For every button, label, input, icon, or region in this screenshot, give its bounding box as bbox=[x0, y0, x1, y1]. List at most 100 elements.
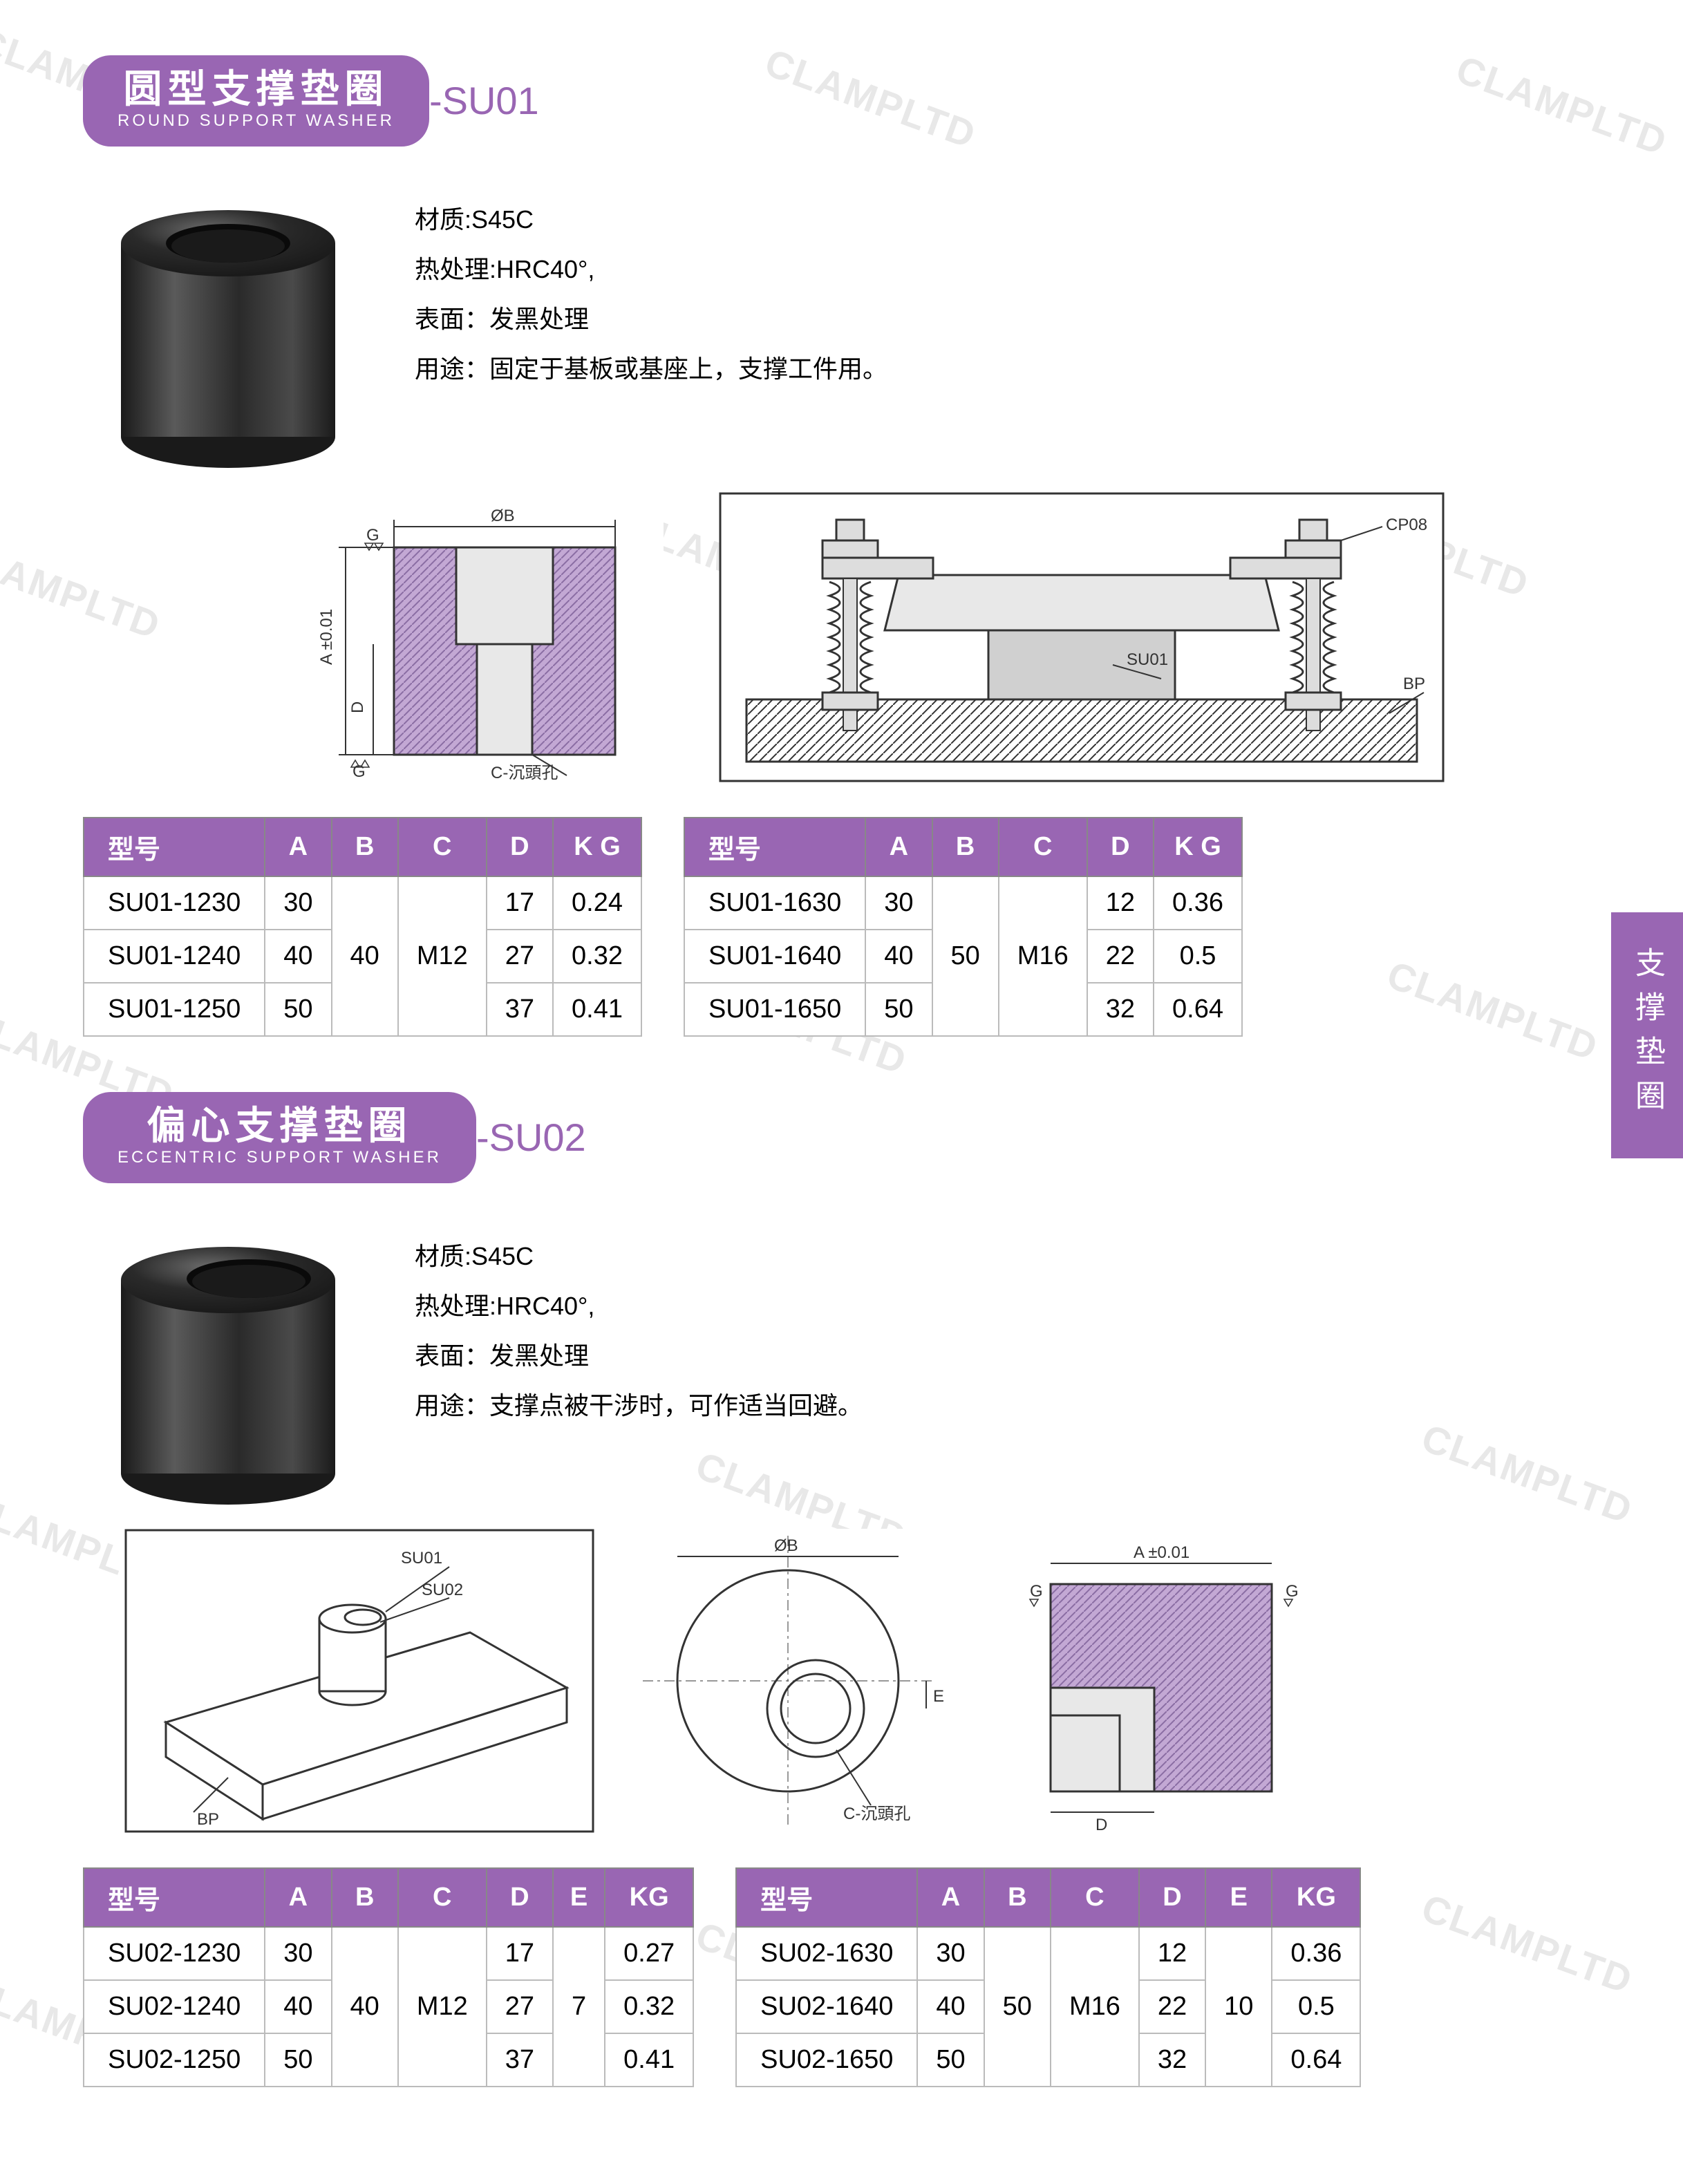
title-cn: 偏心支撑垫圈 bbox=[147, 1104, 412, 1147]
cell: 17 bbox=[487, 876, 553, 930]
col-header: A bbox=[265, 818, 331, 876]
cell: 50 bbox=[265, 983, 331, 1036]
diagram-cross-section: ØB A ±0.01 D G G C-沉頭孔 bbox=[263, 492, 664, 782]
cell: M16 bbox=[1051, 1927, 1139, 2087]
cell: 32 bbox=[1139, 2033, 1205, 2087]
col-header: C bbox=[398, 818, 487, 876]
spec-line: 热处理:HRC40°, bbox=[415, 1281, 863, 1331]
cell: 30 bbox=[865, 876, 932, 930]
cell: SU02-1640 bbox=[736, 1980, 917, 2033]
table-su02-1: 型号 A B C D E KG SU02-1230 30 40 M12 17 7… bbox=[83, 1867, 694, 2087]
title-en: ROUND SUPPORT WASHER bbox=[117, 112, 395, 130]
spec-line: 表面：发黑处理 bbox=[415, 294, 887, 344]
svg-text:BP: BP bbox=[1403, 675, 1425, 693]
cell: 37 bbox=[487, 2033, 553, 2087]
cell: 0.36 bbox=[1154, 876, 1242, 930]
col-header: E bbox=[553, 1868, 605, 1927]
svg-text:G: G bbox=[352, 762, 366, 781]
diagram-assembly: CP08 SU01 BP bbox=[719, 492, 1445, 782]
cell: 0.32 bbox=[553, 930, 641, 983]
spec-line: 用途：固定于基板或基座上，支撑工件用。 bbox=[415, 344, 887, 394]
col-header: D bbox=[1139, 1868, 1205, 1927]
cell: 27 bbox=[487, 1980, 553, 2033]
cell: 50 bbox=[865, 983, 932, 1036]
cell: 0.27 bbox=[605, 1927, 693, 1980]
col-header: A bbox=[265, 1868, 331, 1927]
cell: 50 bbox=[265, 2033, 331, 2087]
title-pill: 圆型支撑垫圈 ROUND SUPPORT WASHER bbox=[83, 55, 429, 147]
cell: 0.64 bbox=[1272, 2033, 1360, 2087]
col-header: D bbox=[1087, 818, 1154, 876]
col-header: A bbox=[865, 818, 932, 876]
spec-line: 材质:S45C bbox=[415, 1232, 863, 1281]
svg-text:A ±0.01: A ±0.01 bbox=[317, 609, 336, 665]
svg-text:C-沉頭孔: C-沉頭孔 bbox=[843, 1805, 910, 1823]
cell: SU02-1650 bbox=[736, 2033, 917, 2087]
title-bar: 圆型支撑垫圈 ROUND SUPPORT WASHER -SU01 bbox=[83, 55, 1600, 147]
cell: 0.64 bbox=[1154, 983, 1242, 1036]
specs: 材质:S45C 热处理:HRC40°, 表面：发黑处理 用途：固定于基板或基座上… bbox=[415, 181, 887, 471]
svg-text:G: G bbox=[1030, 1582, 1043, 1601]
title-code: -SU01 bbox=[429, 78, 539, 123]
svg-text:SU01: SU01 bbox=[401, 1549, 442, 1568]
cell: 0.24 bbox=[553, 876, 641, 930]
table-su01-1: 型号 A B C D K G SU01-1230 30 40 M12 17 0.… bbox=[83, 817, 642, 1037]
cell: 40 bbox=[265, 1980, 331, 2033]
col-header: K G bbox=[553, 818, 641, 876]
product-image-su01 bbox=[83, 181, 373, 471]
col-header: D bbox=[487, 1868, 553, 1927]
col-header: C bbox=[1051, 1868, 1139, 1927]
section-su01: 圆型支撑垫圈 ROUND SUPPORT WASHER -SU01 bbox=[83, 55, 1600, 1037]
diagram-top: ØB E C-沉頭孔 bbox=[622, 1529, 981, 1833]
svg-text:BP: BP bbox=[197, 1810, 219, 1829]
svg-text:ØB: ØB bbox=[491, 507, 515, 525]
col-header: KG bbox=[1272, 1868, 1360, 1927]
cell: 30 bbox=[265, 876, 331, 930]
col-header: K G bbox=[1154, 818, 1242, 876]
cell: 12 bbox=[1139, 1927, 1205, 1980]
col-header: A bbox=[917, 1868, 984, 1927]
cell: M12 bbox=[398, 876, 487, 1036]
cell: 0.41 bbox=[553, 983, 641, 1036]
title-bar: 偏心支撑垫圈 ECCENTRIC SUPPORT WASHER -SU02 bbox=[83, 1092, 1600, 1183]
svg-text:D: D bbox=[348, 702, 367, 713]
cell: SU02-1250 bbox=[84, 2033, 265, 2087]
col-header: 型号 bbox=[84, 1868, 265, 1927]
spec-line: 材质:S45C bbox=[415, 195, 887, 245]
tables-row: 型号 A B C D K G SU01-1230 30 40 M12 17 0.… bbox=[83, 817, 1600, 1037]
cell: M16 bbox=[999, 876, 1087, 1036]
cell: SU02-1230 bbox=[84, 1927, 265, 1980]
cell: 40 bbox=[332, 1927, 398, 2087]
col-header: E bbox=[1205, 1868, 1272, 1927]
col-header: C bbox=[999, 818, 1087, 876]
cell: 30 bbox=[265, 1927, 331, 1980]
cell: 50 bbox=[917, 2033, 984, 2087]
svg-text:D: D bbox=[1096, 1816, 1107, 1833]
cell: 40 bbox=[332, 876, 398, 1036]
svg-text:SU01: SU01 bbox=[1127, 650, 1168, 669]
cell: 22 bbox=[1139, 1980, 1205, 2033]
cell: 50 bbox=[932, 876, 999, 1036]
cell: 22 bbox=[1087, 930, 1154, 983]
svg-text:E: E bbox=[933, 1687, 944, 1706]
cell: 27 bbox=[487, 930, 553, 983]
cell: 12 bbox=[1087, 876, 1154, 930]
svg-text:SU02: SU02 bbox=[422, 1581, 463, 1599]
col-header: KG bbox=[605, 1868, 693, 1927]
svg-text:G: G bbox=[366, 526, 379, 545]
svg-text:CP08: CP08 bbox=[1386, 516, 1427, 534]
cell: 30 bbox=[917, 1927, 984, 1980]
product-image-su02 bbox=[83, 1218, 373, 1508]
cell: SU01-1240 bbox=[84, 930, 265, 983]
diagram-iso: SU01 SU02 BP bbox=[124, 1529, 594, 1833]
title-en: ECCENTRIC SUPPORT WASHER bbox=[117, 1149, 442, 1167]
cell: 40 bbox=[265, 930, 331, 983]
svg-text:G: G bbox=[1286, 1582, 1299, 1601]
cell: SU01-1630 bbox=[684, 876, 865, 930]
table-su01-2: 型号 A B C D K G SU01-1630 30 50 M16 12 0.… bbox=[684, 817, 1243, 1037]
cell: 17 bbox=[487, 1927, 553, 1980]
cell: SU01-1250 bbox=[84, 983, 265, 1036]
cell: 37 bbox=[487, 983, 553, 1036]
table-su02-2: 型号 A B C D E KG SU02-1630 30 50 M16 12 1… bbox=[735, 1867, 1361, 2087]
svg-text:A ±0.01: A ±0.01 bbox=[1134, 1543, 1190, 1562]
